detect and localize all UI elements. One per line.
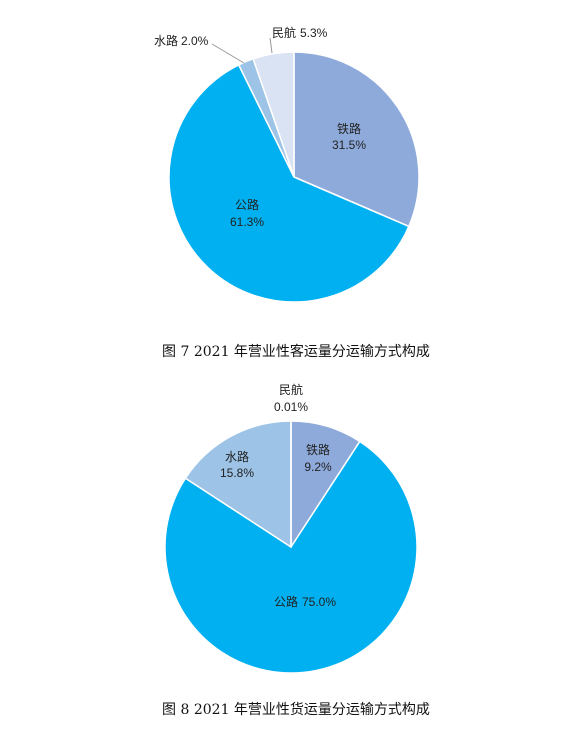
freight-pie-chart <box>164 420 418 674</box>
label-aviation-value: 5.3% <box>300 26 328 40</box>
passenger-pie-chart <box>168 51 420 303</box>
label-railway-value: 9.2% <box>304 460 332 474</box>
label-road-name: 公路 <box>274 594 298 609</box>
label-water-value: 2.0% <box>181 34 209 48</box>
label-railway-name: 铁路 <box>306 442 330 457</box>
pie-slice-road <box>164 440 418 674</box>
leader-water <box>211 43 245 64</box>
pie-slice-waterway <box>184 420 292 549</box>
label-aviation-name: 民航 <box>279 382 303 397</box>
label-water-value: 15.8% <box>220 466 254 480</box>
caption-freight: 图 8 2021 年营业性货运量分运输方式构成 <box>162 701 430 718</box>
pie-slice-road <box>168 63 410 303</box>
passenger-labels: 铁路 31.5% 公路 61.3% 水路 2.0% 民航 5.3% <box>154 25 366 229</box>
pie-slice-railway <box>293 51 420 228</box>
label-railway-name: 铁路 <box>337 121 361 136</box>
pie-slice-aviation <box>252 51 295 178</box>
label-water-name: 水路 <box>225 449 249 464</box>
label-road-value: 61.3% <box>230 215 264 229</box>
leader-aviation <box>269 37 273 54</box>
label-aviation-value: 0.01% <box>274 400 308 414</box>
caption-passenger: 图 7 2021 年营业性客运量分运输方式构成 <box>162 343 430 360</box>
label-road-name: 公路 <box>235 197 259 212</box>
label-road-value: 75.0% <box>302 595 336 609</box>
freight-labels: 民航 0.01% 铁路 9.2% 水路 15.8% 公路 75.0% <box>220 382 336 609</box>
label-railway-value: 31.5% <box>332 138 366 152</box>
label-water-name: 水路 <box>154 33 178 48</box>
label-aviation-name: 民航 <box>272 25 296 40</box>
